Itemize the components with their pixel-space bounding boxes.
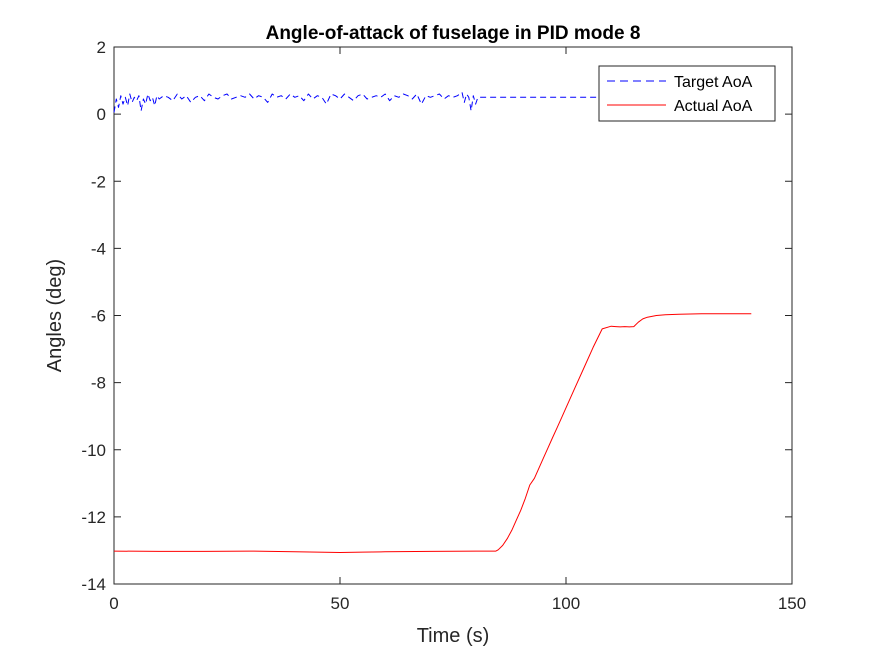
y-tick-label: 0 [97, 105, 106, 124]
x-tick-label: 0 [109, 594, 118, 613]
y-tick-label: -14 [81, 575, 106, 594]
legend-label-target-aoa: Target AoA [674, 74, 753, 91]
x-tick-label: 150 [778, 594, 806, 613]
y-axis-title: Angles (deg) [44, 259, 66, 372]
legend-label-actual-aoa: Actual AoA [674, 98, 753, 115]
series-line-actual-aoa [113, 313, 752, 553]
legend-box [598, 65, 776, 122]
y-tick-label: 2 [97, 38, 106, 57]
series-layer [113, 91, 752, 553]
plot-area [113, 46, 793, 585]
x-tick-label: 50 [331, 594, 350, 613]
chart-title: Angle-of-attack of fuselage in PID mode … [266, 23, 641, 44]
x-axis-title: Time (s) [417, 625, 490, 647]
ticks-layer: 0 50 100 150 2 0 -2 -4 -6 -8 -10 -12 -14 [81, 38, 806, 613]
y-tick-label: -6 [91, 307, 106, 326]
x-tick-label: 100 [552, 594, 580, 613]
y-tick-label: -12 [81, 508, 106, 527]
y-tick-label: -2 [91, 172, 106, 191]
y-tick-label: -8 [91, 374, 106, 393]
y-tick-label: -4 [91, 239, 106, 258]
legend: Target AoA Actual AoA [598, 65, 776, 122]
series-line-target-aoa [113, 91, 679, 113]
y-tick-label: -10 [81, 441, 106, 460]
